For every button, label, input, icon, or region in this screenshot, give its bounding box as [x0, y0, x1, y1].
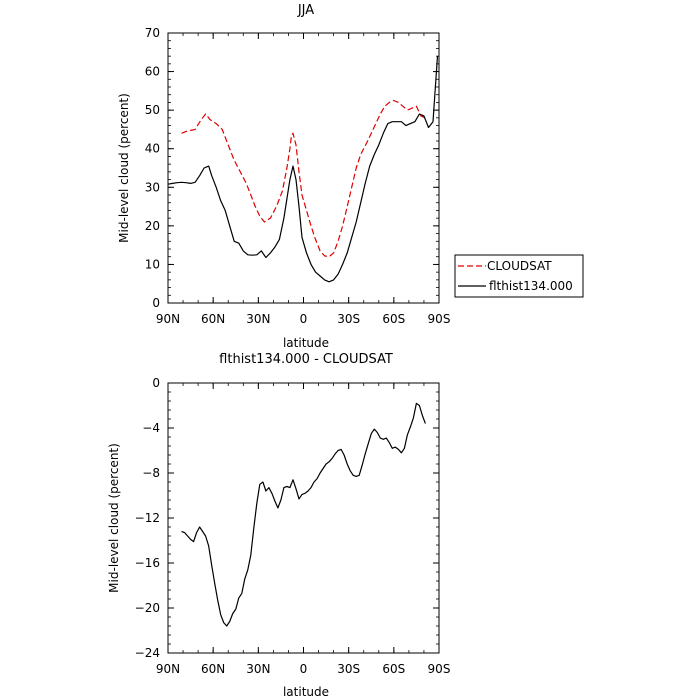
chart-title: flthist134.000 - CLOUDSAT: [219, 352, 393, 367]
legend-label-model: flthist134.000: [489, 279, 573, 293]
x-axis-ticks: 90N 60N 30N 0 30S 60S 90S: [156, 383, 451, 676]
x-tick-label: 60S: [382, 662, 405, 676]
x-tick-label: 60N: [201, 662, 225, 676]
legend: CLOUDSAT flthist134.000: [454, 254, 584, 298]
x-tick-label: 60N: [201, 312, 225, 326]
y-axis-label: Mid-level cloud (percent): [107, 443, 121, 593]
plot-frame: [167, 32, 440, 304]
legend-label-cloudsat: CLOUDSAT: [487, 259, 552, 273]
x-tick-label: 30N: [246, 662, 270, 676]
x-tick-label: 0: [300, 312, 308, 326]
x-tick-label: 30N: [246, 312, 270, 326]
y-tick-label: 10: [145, 257, 160, 271]
x-tick-label: 0: [300, 662, 308, 676]
y-tick-label: 50: [145, 103, 160, 117]
y-tick-label: 20: [145, 219, 160, 233]
y-tick-label: −16: [135, 556, 160, 570]
x-axis-ticks: 90N 60N 30N 0 30S 60S 90S: [156, 33, 451, 326]
y-axis-ticks: −24 −20 −16 −12 −8 −4 0: [135, 376, 439, 660]
x-tick-label: 90N: [156, 312, 180, 326]
y-tick-label: −12: [135, 511, 160, 525]
series-group: [167, 56, 439, 283]
x-tick-label: 90S: [428, 312, 451, 326]
x-tick-label: 30S: [337, 662, 360, 676]
y-tick-label: 0: [152, 296, 160, 310]
y-tick-label: −24: [135, 646, 160, 660]
y-axis-ticks: 0 10 20 30 40 50 60 70: [145, 26, 439, 310]
x-tick-label: 90N: [156, 662, 180, 676]
series-line-cloudsat: [181, 99, 426, 258]
y-tick-label: −20: [135, 601, 160, 615]
y-tick-label: 0: [152, 376, 160, 390]
series-line-diff-0: [181, 402, 426, 627]
y-tick-label: −4: [142, 421, 160, 435]
chart-title: JJA: [297, 3, 314, 18]
x-tick-label: 30S: [337, 312, 360, 326]
panel-difference: flthist134.000 - CLOUDSAT −24 −20 −16 −12 −8…: [107, 352, 450, 699]
y-tick-label: −8: [142, 466, 160, 480]
y-axis-label: Mid-level cloud (percent): [117, 93, 131, 243]
y-tick-label: 40: [145, 142, 160, 156]
x-axis-label: latitude: [283, 336, 329, 350]
x-tick-label: 60S: [382, 312, 405, 326]
series-group: [181, 402, 426, 627]
legend-box: [454, 254, 584, 298]
x-tick-label: 90S: [428, 662, 451, 676]
y-tick-label: 30: [145, 180, 160, 194]
series-line-flthist134-000: [167, 56, 439, 283]
x-axis-label: latitude: [283, 685, 329, 699]
y-tick-label: 70: [145, 26, 160, 40]
plot-frame: [167, 382, 440, 654]
y-tick-label: 60: [145, 65, 160, 79]
